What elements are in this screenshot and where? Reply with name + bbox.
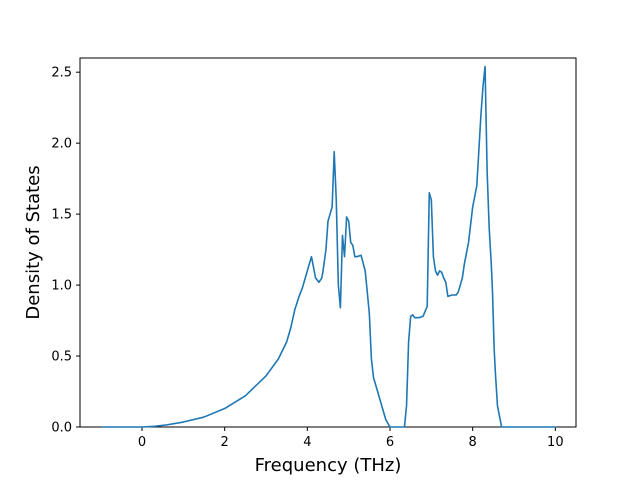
x-tick-label: 2 (221, 435, 229, 450)
y-tick-label: 0.5 (51, 350, 72, 365)
y-axis-title: Density of States (23, 165, 44, 319)
x-axis: 0 2 4 6 8 10 (138, 427, 564, 450)
x-tick-label: 8 (469, 435, 477, 450)
y-axis: 0.0 0.5 1.0 1.5 2.0 2.5 (51, 66, 80, 436)
x-tick-label: 10 (547, 435, 564, 450)
x-axis-title: Frequency (THz) (255, 455, 402, 476)
axes-frame (79, 57, 577, 428)
y-tick-label: 2.0 (51, 137, 72, 152)
x-tick-label: 4 (303, 435, 311, 450)
y-tick-label: 1.5 (51, 208, 72, 223)
x-tick-label: 0 (138, 435, 146, 450)
y-tick-label: 2.5 (51, 66, 72, 81)
x-tick-label: 6 (386, 435, 394, 450)
plot-area (79, 57, 577, 428)
y-tick-label: 0.0 (51, 421, 72, 436)
y-tick-label: 1.0 (51, 279, 72, 294)
series-layer (101, 65, 557, 428)
dos-line (101, 65, 557, 428)
